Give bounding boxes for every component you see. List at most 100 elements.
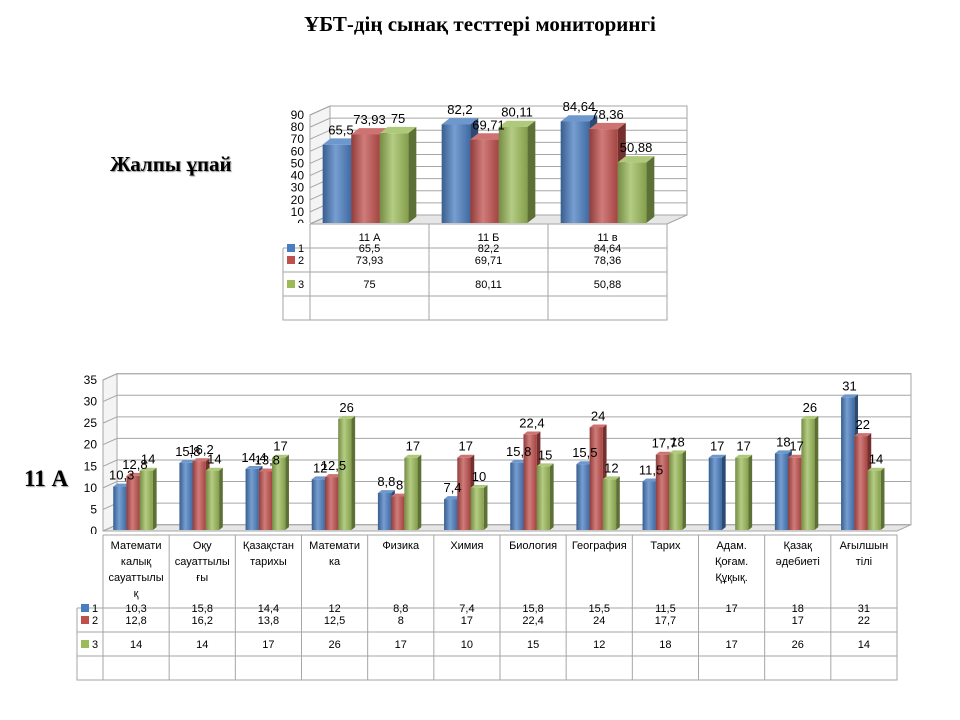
x-category-label: 11 в: [597, 232, 617, 244]
x-category-label: Қазақстан: [243, 540, 294, 552]
data-table-cell: 7,4: [459, 603, 474, 615]
bar-series-2: [655, 454, 670, 530]
bar-top: [126, 472, 144, 476]
data-label: 17: [406, 439, 420, 454]
data-label: 14: [207, 452, 221, 467]
bar-top: [536, 463, 554, 467]
data-label: 17: [459, 439, 473, 454]
bar-side: [814, 415, 819, 530]
x-category-label: Химия: [450, 540, 483, 552]
legend-key-series-3: [287, 280, 295, 288]
bar-top: [379, 126, 417, 134]
x-category-label: Физика: [382, 540, 420, 552]
bar-series-3: [404, 457, 418, 530]
data-label: 26: [803, 400, 817, 415]
y-tick-label: 25: [84, 416, 98, 430]
data-table-cell: 80,11: [475, 279, 502, 291]
data-table-cell: 69,71: [475, 255, 503, 267]
data-label: 11,5: [639, 462, 663, 477]
data-table-cell: 10,3: [125, 603, 146, 615]
data-label: 15,5: [572, 445, 597, 460]
gridline: [102, 373, 911, 381]
legend-label: 3: [298, 279, 304, 291]
y-tick-label: 40: [291, 169, 305, 183]
bar-side: [682, 450, 686, 530]
bar-series-1: [311, 479, 325, 530]
bar-top: [113, 483, 131, 487]
data-label: 84,64: [563, 99, 596, 114]
data-label: 24: [591, 409, 605, 424]
data-label: 26: [339, 400, 353, 415]
bar-top: [801, 415, 819, 419]
bar-series-3: [669, 453, 683, 530]
page-title: ҰБТ-дің сынақ тесттері мониторингі: [304, 12, 656, 36]
bar-series-3: [470, 487, 484, 530]
bar-top: [510, 459, 528, 463]
bar-series-2: [391, 496, 405, 530]
bar-series-1: [444, 499, 458, 530]
data-table-cell: 16,2: [192, 615, 213, 627]
gridline: [309, 105, 687, 116]
data-table-cell: 12,5: [324, 615, 345, 627]
x-category-label: Оқу: [193, 540, 212, 552]
data-table-cell: 82,2: [478, 243, 499, 255]
legend-key-series-3: [81, 640, 89, 648]
data-label: 12: [313, 460, 327, 475]
bar-top: [377, 490, 395, 494]
data-table-cell: 12,8: [125, 615, 146, 627]
data-label: 14,4: [241, 450, 266, 465]
data-table-cell: 15,5: [589, 603, 610, 615]
bar-top: [470, 133, 507, 140]
data-label: 18: [776, 434, 790, 449]
x-category-label: Тарих: [650, 540, 681, 552]
bar-side: [219, 467, 223, 530]
bar-series-2: [457, 457, 471, 530]
x-category-label: сауаттылы: [109, 572, 164, 584]
bar-series-3: [498, 126, 528, 223]
data-label: 15: [538, 447, 552, 462]
x-category-label: 11 А: [359, 232, 381, 244]
data-table-cell: 31: [858, 603, 870, 615]
bar-side: [721, 454, 726, 530]
legend-key-series-2: [287, 256, 295, 264]
bar-series-1: [510, 462, 524, 530]
bar-top: [324, 474, 342, 478]
data-table-cell: 17,7: [655, 615, 676, 627]
bar-top: [404, 454, 422, 458]
bar-series-3: [272, 457, 286, 530]
x-category-label: География: [572, 540, 627, 552]
y-tick-label: 20: [84, 438, 98, 452]
data-label: 16,2: [188, 442, 213, 457]
bar-top: [457, 454, 475, 458]
data-label: 22,4: [519, 415, 544, 430]
bar-series-2: [589, 427, 603, 530]
bar-side: [351, 415, 356, 530]
data-table-cell: 26: [792, 639, 804, 651]
chart-2-side-label: 11 А: [24, 466, 69, 491]
bar-top: [617, 156, 655, 163]
data-label: 17: [736, 439, 750, 454]
data-label: 73,93: [353, 112, 386, 127]
y-tick-label: 10: [291, 205, 305, 219]
bar-top: [669, 450, 686, 454]
legend-label: 1: [92, 603, 98, 615]
bar-top: [139, 467, 157, 471]
bar-series-1: [245, 468, 259, 530]
x-category-label: ка: [329, 556, 341, 568]
bar-side: [285, 454, 289, 530]
bar-top: [576, 461, 594, 465]
data-table-cell: 75: [363, 279, 375, 291]
x-category-label: 11 Б: [478, 232, 500, 244]
data-table-cell: 13,8: [258, 615, 279, 627]
bar-top: [735, 454, 753, 458]
data-label: 17,7: [652, 436, 677, 451]
bar-series-1: [113, 486, 127, 530]
bar-series-1: [560, 121, 590, 223]
data-table-cell: 24: [593, 615, 605, 627]
data-label: 82,2: [447, 102, 472, 117]
bar-side: [616, 476, 620, 530]
bar-series-3: [536, 466, 550, 530]
x-category-label: Математи: [111, 540, 162, 552]
data-table-cell: 14: [196, 639, 208, 651]
bar-side: [483, 484, 488, 530]
